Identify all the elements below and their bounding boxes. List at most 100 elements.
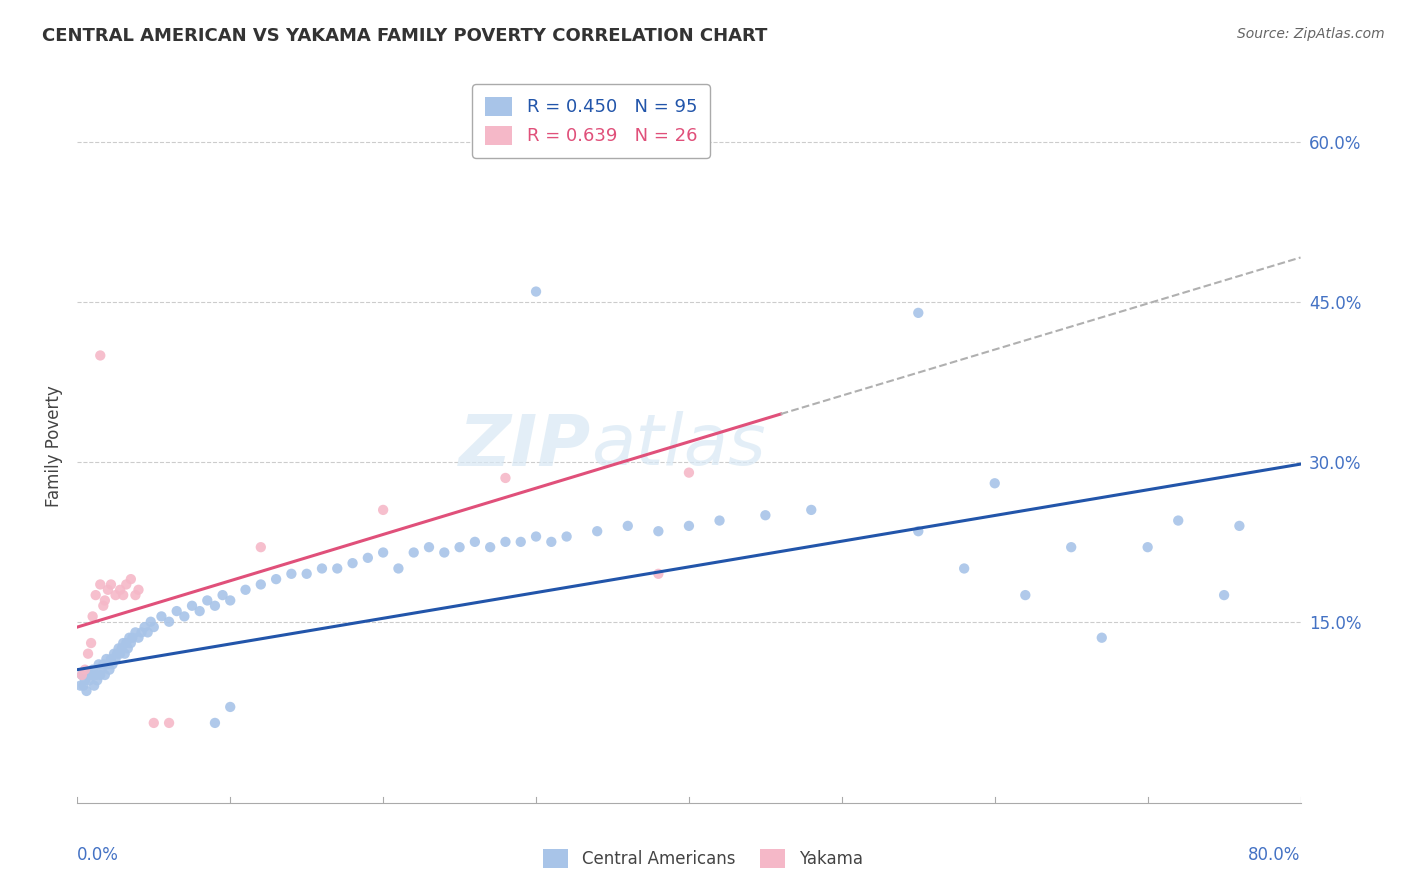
Text: CENTRAL AMERICAN VS YAKAMA FAMILY POVERTY CORRELATION CHART: CENTRAL AMERICAN VS YAKAMA FAMILY POVERT…: [42, 27, 768, 45]
Point: [98, 663, 121, 677]
Point: [647, 524, 669, 539]
Point: [84, 668, 107, 682]
Point: [754, 508, 776, 523]
Point: [120, 636, 142, 650]
Point: [495, 534, 517, 549]
Point: [108, 647, 131, 661]
Point: [91, 599, 114, 613]
Point: [295, 566, 318, 581]
Point: [150, 609, 173, 624]
Point: [418, 540, 440, 554]
Point: [70, 668, 93, 682]
Point: [104, 652, 127, 666]
Point: [464, 534, 486, 549]
Point: [157, 615, 180, 629]
Point: [181, 599, 204, 613]
Point: [103, 647, 125, 661]
Point: [89, 577, 111, 591]
Point: [1136, 540, 1159, 554]
Text: ZIP: ZIP: [458, 411, 591, 481]
Point: [953, 561, 976, 575]
Point: [121, 631, 143, 645]
Point: [1167, 514, 1189, 528]
Point: [142, 620, 165, 634]
Point: [211, 588, 233, 602]
Point: [97, 582, 120, 597]
Point: [1091, 631, 1114, 645]
Text: 0.0%: 0.0%: [77, 846, 120, 863]
Point: [72, 679, 94, 693]
Point: [449, 540, 471, 554]
Point: [96, 652, 118, 666]
Point: [280, 566, 302, 581]
Point: [907, 306, 929, 320]
Point: [120, 572, 142, 586]
Point: [617, 519, 640, 533]
Point: [87, 657, 110, 672]
Point: [326, 561, 349, 575]
Point: [117, 641, 139, 656]
Point: [479, 540, 502, 554]
Point: [114, 647, 136, 661]
Point: [984, 476, 1007, 491]
Point: [678, 466, 700, 480]
Point: [264, 572, 287, 586]
Point: [235, 582, 257, 597]
Point: [524, 285, 547, 299]
Point: [77, 647, 100, 661]
Point: [112, 636, 135, 650]
Point: [111, 641, 134, 656]
Point: [371, 545, 394, 559]
Point: [157, 715, 180, 730]
Point: [90, 663, 112, 677]
Point: [73, 673, 96, 688]
Point: [104, 588, 127, 602]
Point: [433, 545, 456, 559]
Legend: Central Americans, Yakama: Central Americans, Yakama: [537, 843, 869, 875]
Point: [115, 577, 138, 591]
Point: [115, 636, 138, 650]
Point: [124, 625, 146, 640]
Point: [82, 609, 104, 624]
Point: [1213, 588, 1236, 602]
Point: [402, 545, 425, 559]
Point: [82, 663, 104, 677]
Point: [79, 673, 101, 688]
Legend: R = 0.450   N = 95, R = 0.639   N = 26: R = 0.450 N = 95, R = 0.639 N = 26: [472, 84, 710, 158]
Point: [112, 588, 135, 602]
Point: [84, 588, 107, 602]
Point: [100, 652, 122, 666]
Point: [94, 593, 117, 607]
Point: [219, 700, 242, 714]
Point: [89, 668, 111, 682]
Point: [195, 593, 218, 607]
Point: [69, 679, 91, 693]
Point: [107, 641, 129, 656]
Point: [76, 684, 98, 698]
Point: [97, 657, 120, 672]
Point: [105, 647, 128, 661]
Point: [509, 534, 531, 549]
Point: [342, 556, 364, 570]
Point: [495, 471, 517, 485]
Point: [91, 657, 114, 672]
Point: [800, 503, 823, 517]
Point: [136, 625, 159, 640]
Point: [173, 609, 195, 624]
Point: [131, 625, 153, 640]
Point: [907, 524, 929, 539]
Point: [204, 599, 226, 613]
Text: 80.0%: 80.0%: [1249, 846, 1301, 863]
Text: Source: ZipAtlas.com: Source: ZipAtlas.com: [1237, 27, 1385, 41]
Point: [80, 668, 103, 682]
Point: [387, 561, 409, 575]
Point: [127, 582, 149, 597]
Point: [77, 668, 100, 682]
Point: [586, 524, 609, 539]
Point: [83, 679, 105, 693]
Point: [647, 566, 669, 581]
Point: [118, 631, 141, 645]
Point: [94, 668, 117, 682]
Point: [678, 519, 700, 533]
Point: [219, 593, 242, 607]
